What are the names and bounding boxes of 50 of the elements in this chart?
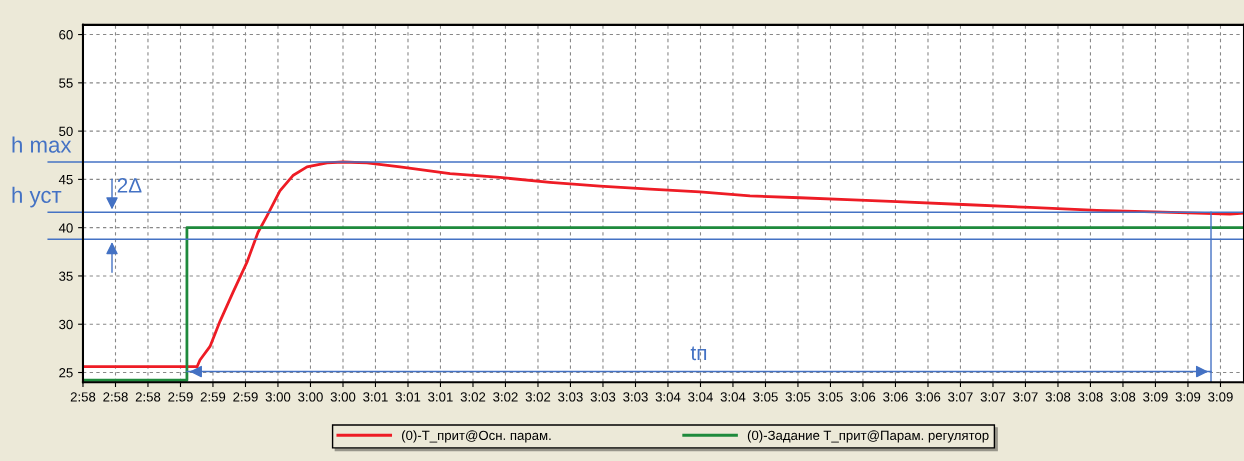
y-tick-label: 45 bbox=[58, 175, 73, 185]
x-tick-label: 3:07 bbox=[1013, 392, 1038, 402]
x-tick-label: 3:05 bbox=[818, 392, 843, 402]
x-tick-label: 3:06 bbox=[883, 392, 908, 402]
x-tick-label: 3:04 bbox=[655, 392, 681, 402]
x-tick-label: 3:01 bbox=[428, 392, 453, 402]
x-tick-label: 3:04 bbox=[720, 392, 746, 402]
annotation: 2Δ bbox=[117, 178, 142, 193]
y-tick-label: 40 bbox=[58, 223, 73, 233]
x-tick-label: 3:00 bbox=[265, 392, 291, 402]
annotation: tп bbox=[690, 346, 707, 361]
x-tick-label: 3:02 bbox=[493, 392, 518, 402]
x-tick-label: 3:01 bbox=[395, 392, 421, 402]
x-tick-label: 3:07 bbox=[948, 392, 973, 402]
x-tick-label: 3:09 bbox=[1143, 392, 1168, 402]
x-tick-label: 3:07 bbox=[980, 392, 1006, 402]
x-tick-label: 3:09 bbox=[1208, 392, 1233, 402]
legend-label: (0)-Задание T_прит@Парам. регулятор bbox=[747, 430, 989, 443]
x-tick-label: 3:08 bbox=[1110, 392, 1136, 402]
y-tick-label: 55 bbox=[59, 78, 73, 88]
x-tick-label: 3:08 bbox=[1045, 392, 1071, 402]
x-tick-label: 3:04 bbox=[688, 392, 713, 402]
x-tick-label: 3:01 bbox=[363, 392, 388, 402]
x-tick-label: 3:02 bbox=[525, 392, 551, 402]
x-tick-label: 2:58 bbox=[103, 392, 128, 402]
legend-label: (0)-T_прит@Осн. парам. bbox=[402, 430, 551, 443]
ref-line-label: h max bbox=[12, 136, 72, 153]
x-tick-label: 2:59 bbox=[168, 392, 193, 402]
x-tick-label: 3:06 bbox=[850, 392, 876, 402]
x-tick-label: 3:02 bbox=[460, 392, 486, 402]
x-tick-label: 3:09 bbox=[1175, 392, 1201, 402]
y-tick-label: 30 bbox=[59, 319, 73, 330]
x-tick-label: 3:05 bbox=[753, 392, 778, 402]
x-tick-label: 3:03 bbox=[623, 392, 648, 402]
y-tick-label: 50 bbox=[59, 126, 73, 137]
y-tick-label: 35 bbox=[59, 271, 73, 281]
x-tick-label: 2:58 bbox=[70, 392, 96, 402]
ref-line-label: h уст bbox=[12, 186, 62, 208]
y-tick-label: 60 bbox=[59, 30, 73, 40]
x-tick-label: 3:06 bbox=[915, 392, 941, 402]
x-tick-label: 2:59 bbox=[233, 392, 258, 402]
x-tick-label: 3:03 bbox=[590, 392, 616, 402]
x-tick-label: 2:59 bbox=[200, 392, 226, 402]
x-tick-label: 3:03 bbox=[558, 392, 583, 402]
x-tick-label: 3:00 bbox=[298, 392, 323, 402]
y-tick-label: 25 bbox=[59, 368, 73, 378]
x-tick-label: 3:00 bbox=[330, 392, 356, 402]
x-tick-label: 3:05 bbox=[785, 392, 811, 402]
x-tick-label: 3:08 bbox=[1078, 392, 1103, 402]
x-tick-label: 2:58 bbox=[135, 392, 161, 402]
